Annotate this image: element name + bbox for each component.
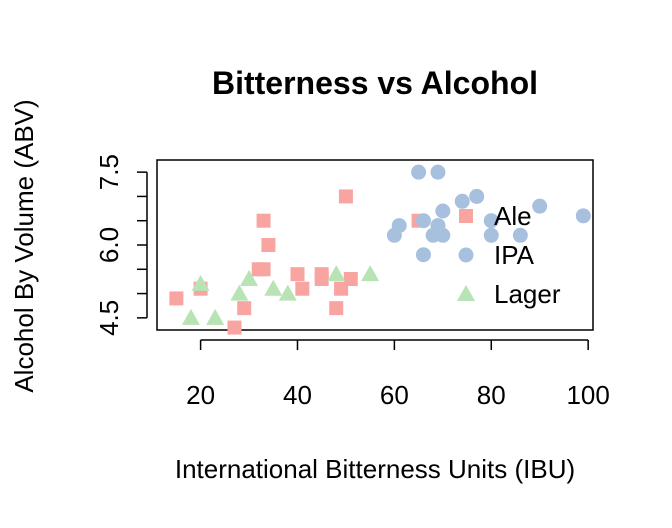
legend-label-lager: Lager: [494, 279, 561, 309]
ale-point: [343, 272, 358, 286]
ale-point: [227, 320, 242, 335]
x-tick-label: 60: [380, 380, 409, 410]
y-tick-label: 6.0: [94, 227, 124, 263]
lager-point: [181, 308, 200, 325]
y-tick-label: 4.5: [94, 300, 124, 336]
ale-point: [256, 213, 271, 228]
ipa-point: [483, 227, 499, 243]
ipa-point: [415, 213, 431, 229]
lager-point: [191, 274, 210, 291]
lager-point: [327, 265, 346, 282]
ipa-point: [391, 218, 407, 234]
x-tick-label: 20: [186, 380, 215, 410]
x-tick-label: 40: [283, 380, 312, 410]
ipa-point: [415, 247, 431, 263]
ale-point: [237, 301, 252, 316]
ipa-point: [575, 208, 591, 224]
chart-title: Bitterness vs Alcohol: [212, 65, 538, 101]
ipa-point: [435, 227, 451, 243]
lager-point: [240, 270, 259, 286]
x-axis: 20 40 60 80 100: [186, 339, 610, 410]
legend-marker-ipa: [458, 247, 474, 263]
y-tick-label: 7.5: [94, 154, 124, 190]
ale-point: [261, 238, 276, 252]
y-axis: 4.5 6.0 7.5: [94, 154, 148, 336]
data-points: [169, 164, 591, 335]
ale-point: [314, 267, 329, 282]
ipa-point: [483, 213, 499, 229]
ale-point: [329, 301, 344, 316]
legend-marker-ale: [459, 209, 473, 223]
ipa-point: [411, 164, 427, 180]
x-tick-label: 100: [566, 380, 609, 410]
lager-point: [206, 308, 225, 325]
legend-label-ipa: IPA: [494, 240, 535, 270]
ale-point: [295, 281, 310, 296]
x-axis-label: International Bitterness Units (IBU): [175, 454, 575, 484]
ale-point: [169, 291, 184, 306]
ipa-point: [430, 164, 446, 180]
lager-point: [361, 265, 380, 282]
ipa-point: [435, 203, 451, 219]
ipa-point: [454, 193, 470, 209]
legend-label-ale: Ale: [494, 201, 532, 231]
legend-marker-lager: [457, 285, 475, 301]
lager-point: [230, 284, 249, 301]
y-axis-label: Alcohol By Volume (ABV): [9, 99, 39, 392]
legend: Ale IPA Lager: [457, 201, 561, 309]
x-tick-label: 80: [477, 380, 506, 410]
ale-point: [338, 189, 353, 204]
plot-area-box: [156, 159, 594, 331]
lager-point: [264, 279, 283, 296]
ipa-point: [512, 227, 528, 243]
ipa-point: [532, 198, 548, 214]
ale-point: [256, 262, 271, 277]
ipa-point: [469, 188, 485, 204]
ale-point: [290, 267, 305, 282]
lager-point: [278, 284, 297, 301]
